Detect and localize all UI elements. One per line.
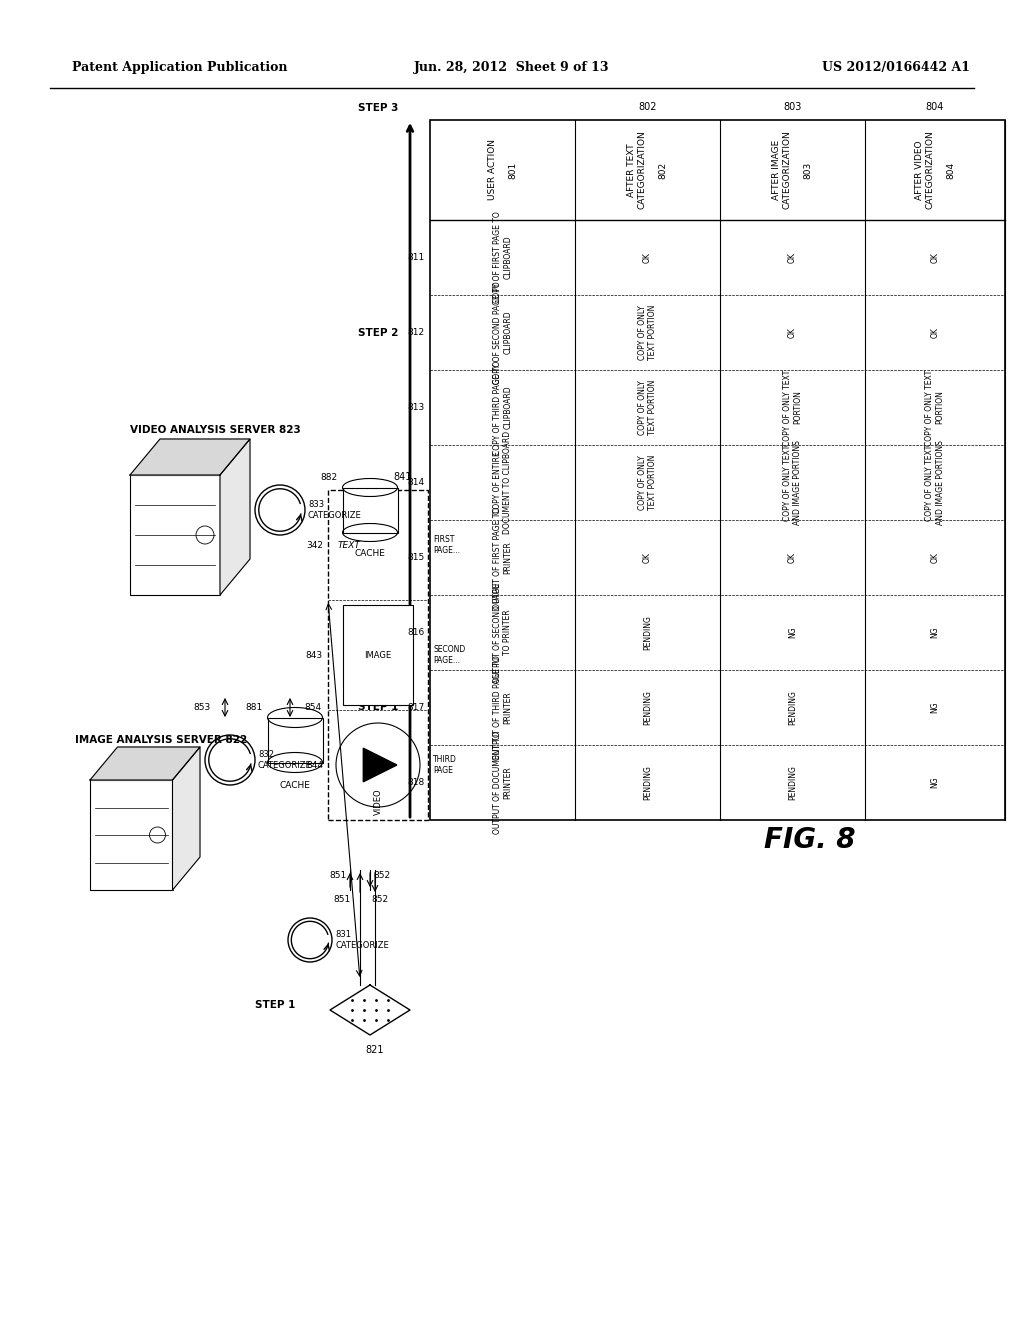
Text: STEP 1: STEP 1 — [357, 702, 398, 713]
Text: 816: 816 — [408, 628, 425, 638]
Text: 851: 851 — [330, 870, 347, 879]
Text: 803: 803 — [783, 102, 802, 112]
Text: STEP 3: STEP 3 — [150, 450, 187, 459]
Text: IMAGE: IMAGE — [365, 651, 391, 660]
Text: THIRD
PAGE: THIRD PAGE — [433, 755, 457, 775]
Text: CACHE: CACHE — [280, 780, 310, 789]
Text: NG: NG — [931, 627, 939, 639]
Text: FIRST
PAGE...: FIRST PAGE... — [433, 536, 460, 554]
Bar — [267, 718, 323, 763]
Text: 814: 814 — [408, 478, 425, 487]
Bar — [342, 487, 397, 532]
Text: OUTPUT OF DOCUMENT TO
PRINTER: OUTPUT OF DOCUMENT TO PRINTER — [493, 731, 512, 834]
Text: US 2012/0166442 A1: US 2012/0166442 A1 — [822, 62, 970, 74]
Text: AFTER TEXT
CATEGORIZATION

802: AFTER TEXT CATEGORIZATION 802 — [628, 131, 668, 210]
Text: 817: 817 — [408, 704, 425, 711]
Bar — [90, 780, 172, 890]
Text: 881: 881 — [246, 704, 262, 713]
Text: 844: 844 — [306, 760, 323, 770]
Text: STEP 3: STEP 3 — [357, 103, 398, 114]
Text: AFTER IMAGE
CATEGORIZATION

803: AFTER IMAGE CATEGORIZATION 803 — [772, 131, 813, 210]
Text: 802: 802 — [638, 102, 656, 112]
Text: VIDEO ANALYSIS SERVER 823: VIDEO ANALYSIS SERVER 823 — [130, 425, 301, 436]
Text: TEXT: TEXT — [338, 540, 360, 549]
Text: 821: 821 — [366, 1045, 384, 1055]
Text: OUTPUT OF SECOND PAGE
TO PRINTER: OUTPUT OF SECOND PAGE TO PRINTER — [493, 582, 512, 682]
Text: COPY OF ONLY TEXT
AND IMAGE PORTIONS: COPY OF ONLY TEXT AND IMAGE PORTIONS — [926, 440, 945, 525]
Text: AFTER VIDEO
CATEGORIZATION

804: AFTER VIDEO CATEGORIZATION 804 — [914, 131, 955, 210]
Text: NG: NG — [788, 627, 797, 639]
Text: 853: 853 — [194, 702, 211, 711]
Bar — [343, 605, 413, 705]
Text: 882: 882 — [321, 474, 338, 483]
Text: 818: 818 — [408, 777, 425, 787]
Text: NG: NG — [931, 776, 939, 788]
Text: CACHE: CACHE — [354, 549, 385, 557]
Text: 815: 815 — [408, 553, 425, 562]
Bar — [130, 475, 220, 595]
Text: 841: 841 — [394, 473, 413, 482]
Text: OK: OK — [643, 252, 652, 263]
Polygon shape — [172, 747, 200, 890]
Text: STEP 2: STEP 2 — [105, 760, 142, 770]
Text: 342: 342 — [306, 540, 323, 549]
Text: 811: 811 — [408, 253, 425, 261]
Text: COPY OF SECOND PAGE TO
CLIPBOARD: COPY OF SECOND PAGE TO CLIPBOARD — [493, 281, 512, 384]
Text: IMAGE ANALYSIS SERVER 822: IMAGE ANALYSIS SERVER 822 — [75, 735, 247, 744]
Text: 832
CATEGORIZE: 832 CATEGORIZE — [258, 750, 311, 770]
Text: NG: NG — [931, 702, 939, 713]
Text: OK: OK — [788, 327, 797, 338]
Bar — [328, 490, 428, 820]
Text: COPY OF FIRST PAGE TO
CLIPBOARD: COPY OF FIRST PAGE TO CLIPBOARD — [493, 211, 512, 304]
Text: OUTPUT OF FIRST PAGE TO
PRINTER: OUTPUT OF FIRST PAGE TO PRINTER — [493, 507, 512, 609]
Polygon shape — [220, 440, 250, 595]
Text: PENDING: PENDING — [643, 766, 652, 800]
Text: 833
CATEGORIZE: 833 CATEGORIZE — [308, 500, 361, 520]
Text: FIG. 8: FIG. 8 — [764, 826, 856, 854]
Text: OK: OK — [931, 327, 939, 338]
Text: COPY OF ONLY
TEXT PORTION: COPY OF ONLY TEXT PORTION — [638, 305, 657, 360]
Text: OK: OK — [643, 552, 652, 562]
Text: 813: 813 — [408, 403, 425, 412]
Text: 804: 804 — [926, 102, 944, 112]
Text: 854: 854 — [304, 702, 322, 711]
Polygon shape — [330, 985, 410, 1035]
Text: STEP 1: STEP 1 — [255, 1001, 295, 1010]
Text: COPY OF ONLY TEXT
PORTION: COPY OF ONLY TEXT PORTION — [926, 370, 945, 446]
Text: OK: OK — [931, 552, 939, 562]
Text: COPY OF ONLY
TEXT PORTION: COPY OF ONLY TEXT PORTION — [638, 380, 657, 436]
Text: PENDING: PENDING — [788, 690, 797, 725]
Text: OUTPUT OF THIRD PAGE TO
PRINTER: OUTPUT OF THIRD PAGE TO PRINTER — [493, 655, 512, 760]
Polygon shape — [90, 747, 200, 780]
Text: COPY OF ONLY
TEXT PORTION: COPY OF ONLY TEXT PORTION — [638, 455, 657, 511]
Text: COPY OF THIRD PAGE TO
CLIPBOARD: COPY OF THIRD PAGE TO CLIPBOARD — [493, 360, 512, 454]
Text: VIDEO: VIDEO — [374, 788, 383, 814]
Polygon shape — [130, 440, 250, 475]
Text: 851: 851 — [334, 895, 350, 904]
Text: PENDING: PENDING — [643, 615, 652, 649]
Text: Jun. 28, 2012  Sheet 9 of 13: Jun. 28, 2012 Sheet 9 of 13 — [415, 62, 609, 74]
Polygon shape — [364, 748, 397, 781]
Text: OK: OK — [931, 252, 939, 263]
Text: 852: 852 — [374, 870, 390, 879]
Text: STEP 2: STEP 2 — [357, 327, 398, 338]
Text: 852: 852 — [372, 895, 388, 904]
Text: 812: 812 — [408, 327, 425, 337]
Text: OK: OK — [788, 552, 797, 562]
Text: Patent Application Publication: Patent Application Publication — [72, 62, 288, 74]
Text: COPY OF ONLY TEXT
PORTION: COPY OF ONLY TEXT PORTION — [782, 370, 802, 446]
Text: 831
CATEGORIZE: 831 CATEGORIZE — [335, 931, 389, 949]
Text: 843: 843 — [306, 651, 323, 660]
Text: OK: OK — [788, 252, 797, 263]
Text: PENDING: PENDING — [788, 766, 797, 800]
Text: COPY OF ONLY TEXT
AND IMAGE PORTIONS: COPY OF ONLY TEXT AND IMAGE PORTIONS — [782, 440, 802, 525]
Text: PENDING: PENDING — [643, 690, 652, 725]
Text: USER ACTION

801: USER ACTION 801 — [487, 140, 517, 201]
Bar — [430, 120, 1005, 820]
Text: COPY OF ENTIRE
DOCUMENT TO CLIPBOARD: COPY OF ENTIRE DOCUMENT TO CLIPBOARD — [493, 430, 512, 535]
Text: SECOND
PAGE...: SECOND PAGE... — [433, 645, 465, 665]
